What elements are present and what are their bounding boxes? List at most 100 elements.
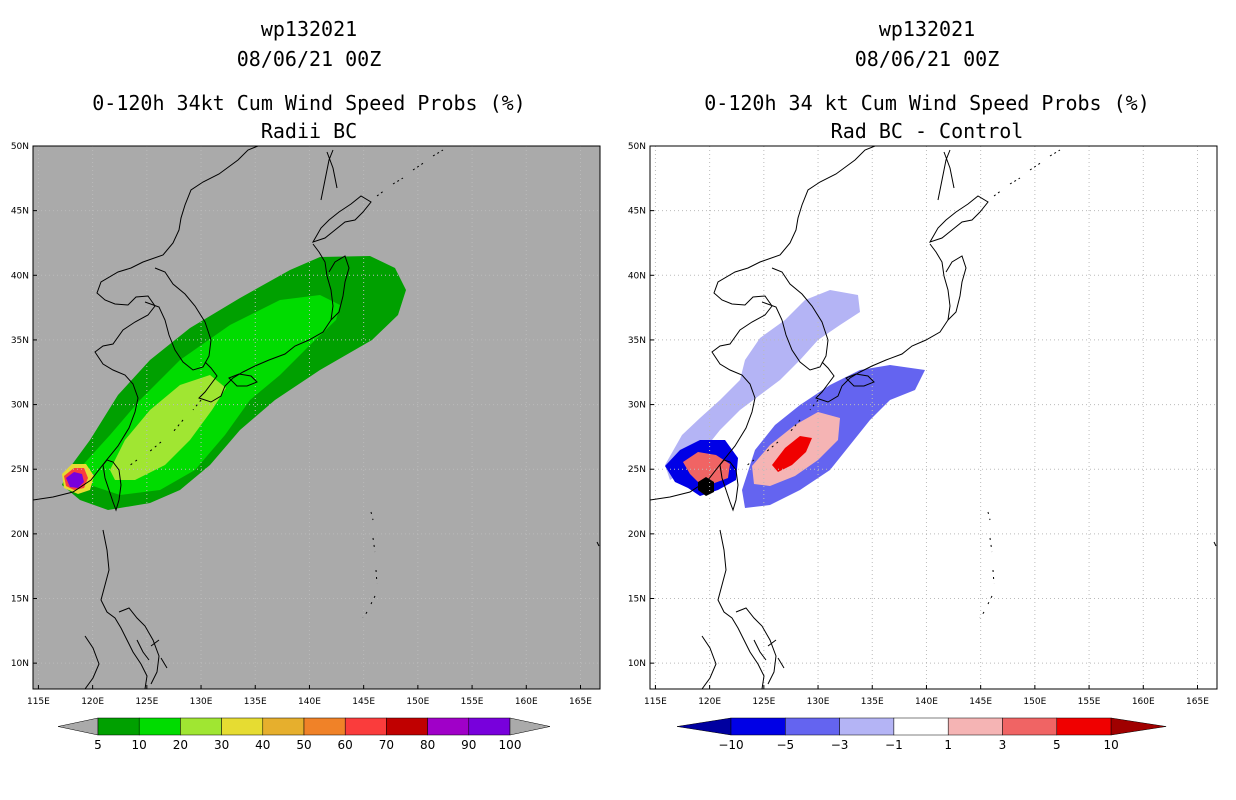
lon-tick-label: 145E <box>969 697 992 707</box>
lon-tick-label: 140E <box>298 697 321 707</box>
lon-tick-label: 155E <box>461 697 484 707</box>
lat-tick-label: 45N <box>628 207 646 217</box>
lat-tick-label: 35N <box>11 336 29 346</box>
colorbar-label: 90 <box>461 738 476 752</box>
region-level-10 <box>772 436 812 472</box>
colorbar-label: 20 <box>173 738 188 752</box>
region-level--3 <box>665 290 860 480</box>
colorbar-label: 10 <box>132 738 147 752</box>
lon-tick-label: 125E <box>135 697 158 707</box>
colorbar-over-arrow <box>509 717 551 736</box>
colorbar-label: −10 <box>718 738 743 752</box>
lat-tick-label: 20N <box>628 530 646 540</box>
lon-tick-label: 150E <box>1023 697 1046 707</box>
lon-tick-label: 120E <box>698 697 721 707</box>
colorbar-label: 1 <box>944 738 952 752</box>
colorbar-label: −3 <box>831 738 849 752</box>
lat-tick-label: 30N <box>11 401 29 411</box>
colorbar-under-arrow <box>57 717 99 736</box>
colorbar-swatch <box>138 717 181 736</box>
lat-tick-label: 15N <box>628 595 646 605</box>
colorbar-label: 40 <box>255 738 270 752</box>
region-level-5 <box>683 452 730 484</box>
lon-tick-label: 155E <box>1078 697 1101 707</box>
right-gridlines <box>650 146 1217 689</box>
right-axis-labels: 115E 120E 125E 130E 135E 140E 145E 150E 155E 160E… <box>628 142 1209 707</box>
lat-tick-label: 15N <box>11 595 29 605</box>
lon-tick-label: 150E <box>406 697 429 707</box>
lon-tick-label: 145E <box>352 697 375 707</box>
lat-tick-label: 20N <box>11 530 29 540</box>
colorbar-swatch <box>262 717 305 736</box>
colorbar-label: 30 <box>214 738 229 752</box>
right-map-frame <box>649 145 1218 690</box>
colorbar-label: 3 <box>999 738 1007 752</box>
colorbar-under-arrow <box>676 717 732 736</box>
right-title-run: Rad BC - Control <box>831 119 1024 143</box>
lon-tick-label: 115E <box>644 697 667 707</box>
colorbar-label: 60 <box>338 738 353 752</box>
colorbar-swatch <box>180 717 222 736</box>
colorbar-swatch <box>427 717 470 736</box>
left-axis-labels: 115E 120E 125E 130E 135E 140E 145E 150E 155E 160E… <box>11 142 592 707</box>
colorbar-swatch <box>947 717 1003 736</box>
colorbar-swatch <box>303 717 346 736</box>
colorbar-label: −1 <box>885 738 903 752</box>
lon-tick-label: 165E <box>1186 697 1209 707</box>
lat-tick-label: 40N <box>11 271 29 281</box>
left-title-date: 08/06/21 00Z <box>237 47 382 71</box>
lon-tick-label: 130E <box>807 697 830 707</box>
lon-tick-label: 160E <box>515 697 538 707</box>
colorbar-swatch <box>1056 717 1112 736</box>
lat-tick-label: 25N <box>628 465 646 475</box>
colorbar-swatch <box>97 717 140 736</box>
lat-tick-label: 50N <box>11 142 29 152</box>
colorbar-label: 5 <box>94 738 102 752</box>
lat-tick-label: 10N <box>11 659 29 669</box>
lon-tick-label: 160E <box>1132 697 1155 707</box>
colorbar-label: −5 <box>776 738 794 752</box>
lon-tick-label: 120E <box>81 697 104 707</box>
lat-tick-label: 45N <box>11 207 29 217</box>
lat-tick-label: 50N <box>628 142 646 152</box>
right-title-product: 0-120h 34 kt Cum Wind Speed Probs (%) <box>704 91 1150 115</box>
colorbar-swatch <box>1002 717 1058 736</box>
right-title-date: 08/06/21 00Z <box>855 47 1000 71</box>
colorbar-label: 50 <box>296 738 311 752</box>
right-panel: wp132021 08/06/21 00Z 0-120h 34 kt Cum W… <box>628 17 1218 752</box>
colorbar-label: 70 <box>379 738 394 752</box>
colorbar-swatch <box>344 717 387 736</box>
lat-tick-label: 30N <box>628 401 646 411</box>
colorbar-swatch <box>730 717 786 736</box>
colorbar-swatch <box>221 717 264 736</box>
colorbar-label: 80 <box>420 738 435 752</box>
left-map-frame <box>32 145 601 690</box>
colorbar-label: 10 <box>1103 738 1118 752</box>
lon-tick-label: 115E <box>27 697 50 707</box>
lat-tick-label: 35N <box>628 336 646 346</box>
lat-tick-label: 25N <box>11 465 29 475</box>
colorbar-swatch <box>386 717 428 736</box>
right-colorbar: −10 −5 −3 −1 1 3 5 10 <box>676 717 1167 752</box>
colorbar-over-arrow <box>1110 717 1167 736</box>
colorbar-label: 100 <box>499 738 522 752</box>
lon-tick-label: 130E <box>190 697 213 707</box>
right-title-storm: wp132021 <box>879 17 975 41</box>
left-map <box>33 146 600 689</box>
colorbar-swatch <box>839 717 895 736</box>
right-map-background <box>650 146 1217 689</box>
lon-tick-label: 125E <box>752 697 775 707</box>
left-colorbar: 5 10 20 30 40 50 60 70 80 90 100 <box>57 717 551 752</box>
left-title-run: Radii BC <box>261 119 357 143</box>
left-panel: wp132021 08/06/21 00Z 0-120h 34kt Cum Wi… <box>11 17 601 752</box>
lon-tick-label: 140E <box>915 697 938 707</box>
right-map <box>650 146 1217 689</box>
left-gridlines <box>33 146 600 689</box>
colorbar-label: 5 <box>1053 738 1061 752</box>
lon-tick-label: 135E <box>861 697 884 707</box>
region-level-20 <box>110 375 226 480</box>
region-level-100 <box>66 472 84 488</box>
colorbar-swatch <box>893 717 949 736</box>
left-title-storm: wp132021 <box>261 17 357 41</box>
